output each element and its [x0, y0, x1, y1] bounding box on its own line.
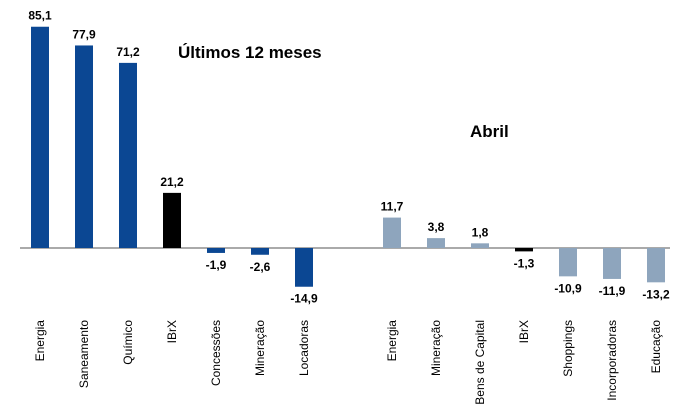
bar	[647, 248, 665, 283]
x-tick-label: Mineração	[253, 320, 267, 376]
value-label: 1,8	[472, 225, 489, 239]
value-label: 21,2	[160, 175, 184, 189]
x-tick-label: Energia	[385, 320, 399, 362]
bar	[427, 238, 445, 248]
value-label: 11,7	[381, 200, 404, 214]
x-tick-label: Incorporadoras	[605, 320, 619, 401]
bar	[31, 26, 49, 248]
value-label: 71,2	[116, 45, 140, 59]
bar	[559, 248, 577, 277]
x-tick-label: IBrX	[517, 320, 531, 343]
value-label: -13,2	[642, 287, 670, 301]
value-label: -2,6	[250, 260, 271, 274]
bar	[207, 248, 225, 253]
x-tick-label: Químico	[121, 320, 135, 365]
bar	[295, 248, 313, 287]
x-tick-label: IBrX	[165, 320, 179, 343]
value-label: 77,9	[72, 27, 96, 41]
x-tick-label: Concessões	[209, 320, 223, 386]
chart-title: Abril	[470, 122, 509, 141]
x-tick-label: Bens de Capital	[473, 320, 487, 405]
x-tick-label: Mineração	[429, 320, 443, 376]
value-label: 85,1	[28, 9, 52, 23]
bar	[163, 192, 181, 248]
bar	[119, 62, 137, 248]
value-label: -1,3	[514, 256, 535, 270]
x-tick-label: Energia	[33, 320, 47, 362]
value-label: -14,9	[290, 292, 318, 306]
value-label: 3,8	[428, 220, 445, 234]
chart-title: Últimos 12 meses	[178, 43, 322, 62]
x-tick-label: Locadoras	[297, 320, 311, 376]
x-tick-label: Educação	[649, 320, 663, 374]
bar	[603, 248, 621, 279]
value-label: -1,9	[206, 258, 227, 272]
x-tick-label: Saneamento	[77, 320, 91, 388]
x-tick-label: Shoppings	[561, 320, 575, 377]
bar	[383, 217, 401, 248]
value-label: -10,9	[554, 281, 582, 295]
value-label: -11,9	[599, 284, 626, 298]
bar	[471, 243, 489, 248]
bar	[251, 248, 269, 255]
bar	[515, 248, 533, 252]
bar	[75, 45, 93, 249]
